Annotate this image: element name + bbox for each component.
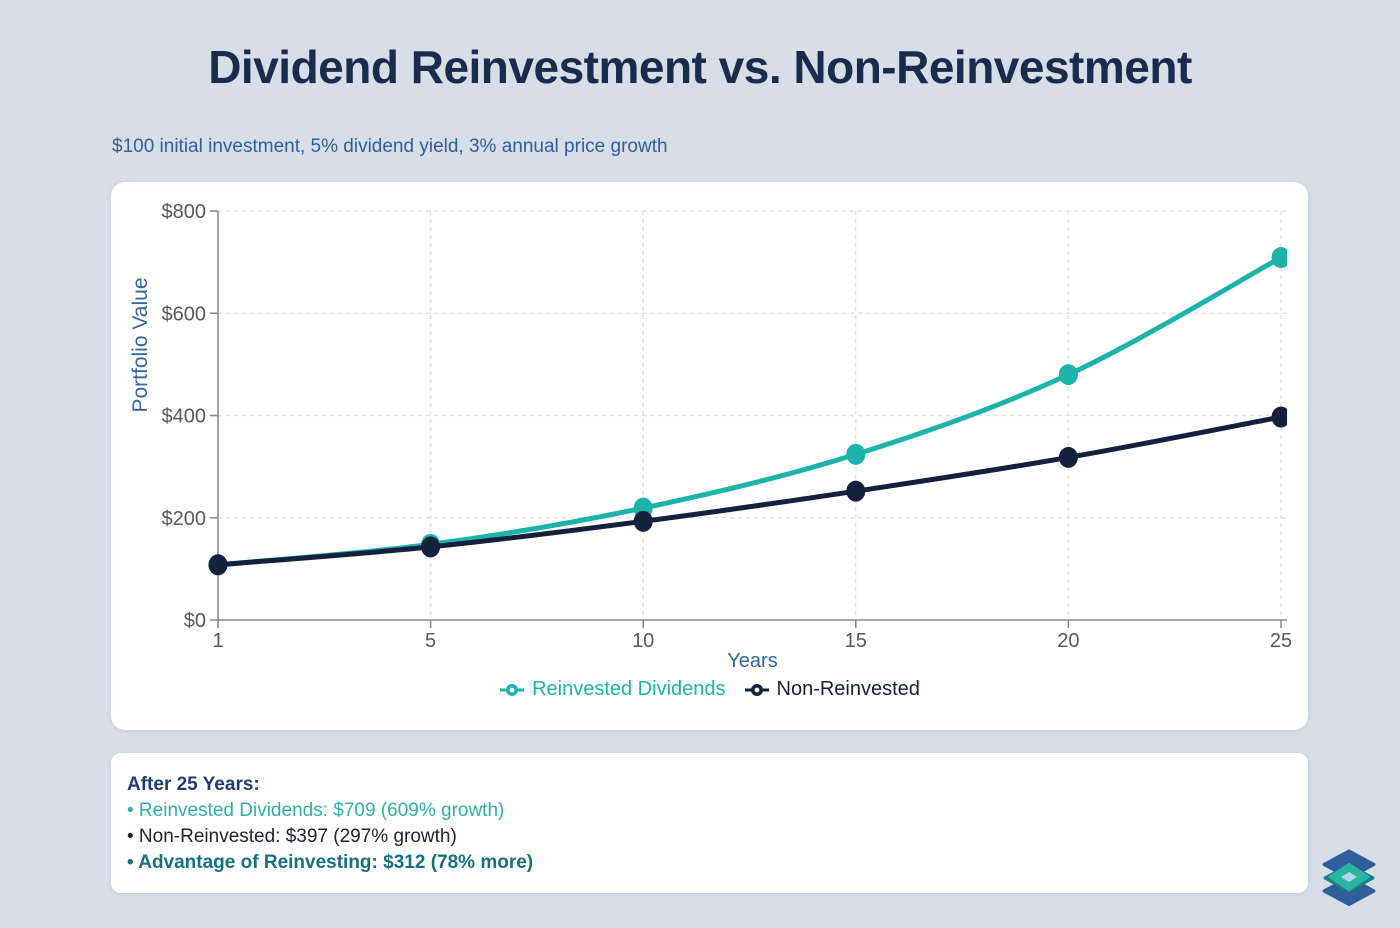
legend-label-non-reinvested: Non-Reinvested xyxy=(776,678,920,700)
y-axis-title: Portfolio Value xyxy=(129,277,152,412)
legend-marker-line-circle-icon xyxy=(744,683,769,696)
summary-heading: After 25 Years: xyxy=(127,774,260,795)
y-tick-label: $200 xyxy=(162,508,207,530)
chart-legend: Reinvested Dividends Non-Reinvested xyxy=(111,678,1308,701)
series-non-reinvested xyxy=(208,406,1287,576)
legend-label-reinvested-dividends: Reinvested Dividends xyxy=(532,678,726,700)
data-point-non-reinvested xyxy=(846,480,866,502)
data-point-non-reinvested xyxy=(1058,446,1078,468)
x-tick-label: 15 xyxy=(845,630,867,652)
x-axis-title: Years xyxy=(727,650,777,672)
y-tick-label: $600 xyxy=(162,303,207,325)
data-point-non-reinvested xyxy=(208,554,228,576)
line-chart: $0 $200 $400 $600 $800 1 5 10 15 20 25 Portfolio Va… xyxy=(111,182,1308,730)
y-tick-label: $800 xyxy=(162,201,207,223)
summary-card: After 25 Years: • Reinvested Dividends: … xyxy=(111,753,1308,893)
layers-logo-icon xyxy=(1322,849,1376,906)
summary-item-advantage: • Advantage of Reinvesting: $312 (78% mo… xyxy=(127,852,534,873)
chart-card: $0 $200 $400 $600 $800 1 5 10 15 20 25 Portfolio Va… xyxy=(111,182,1308,730)
legend-item-reinvested-dividends: Reinvested Dividends xyxy=(499,678,726,701)
data-point-reinvested-dividends xyxy=(1271,247,1287,269)
data-point-non-reinvested xyxy=(421,536,441,558)
series-line-reinvested-dividends xyxy=(217,255,1283,568)
series-line-non-reinvested xyxy=(217,414,1282,568)
page-title: Dividend Reinvestment vs. Non-Reinvestme… xyxy=(208,41,1192,93)
x-tick-label: 10 xyxy=(632,630,654,652)
legend-marker-line-circle-icon xyxy=(500,683,525,696)
y-tick-label: $0 xyxy=(184,610,206,632)
data-point-non-reinvested xyxy=(633,510,653,532)
x-tick-label: 5 xyxy=(425,630,436,652)
data-point-reinvested-dividends xyxy=(846,443,866,465)
x-tick-label: 1 xyxy=(212,630,223,652)
x-tick-label: 25 xyxy=(1270,630,1292,652)
y-tick-label: $400 xyxy=(162,406,207,428)
page-subtitle: $100 initial investment, 5% dividend yie… xyxy=(112,136,668,157)
data-point-reinvested-dividends xyxy=(1058,364,1078,386)
legend-item-non-reinvested: Non-Reinvested xyxy=(744,678,920,701)
series-reinvested-dividends xyxy=(208,247,1287,576)
data-point-non-reinvested xyxy=(1271,406,1287,428)
summary-item-reinvested: • Reinvested Dividends: $709 (609% growt… xyxy=(127,800,505,821)
x-tick-label: 20 xyxy=(1057,630,1079,652)
summary-item-non-reinvested: • Non-Reinvested: $397 (297% growth) xyxy=(127,826,457,847)
